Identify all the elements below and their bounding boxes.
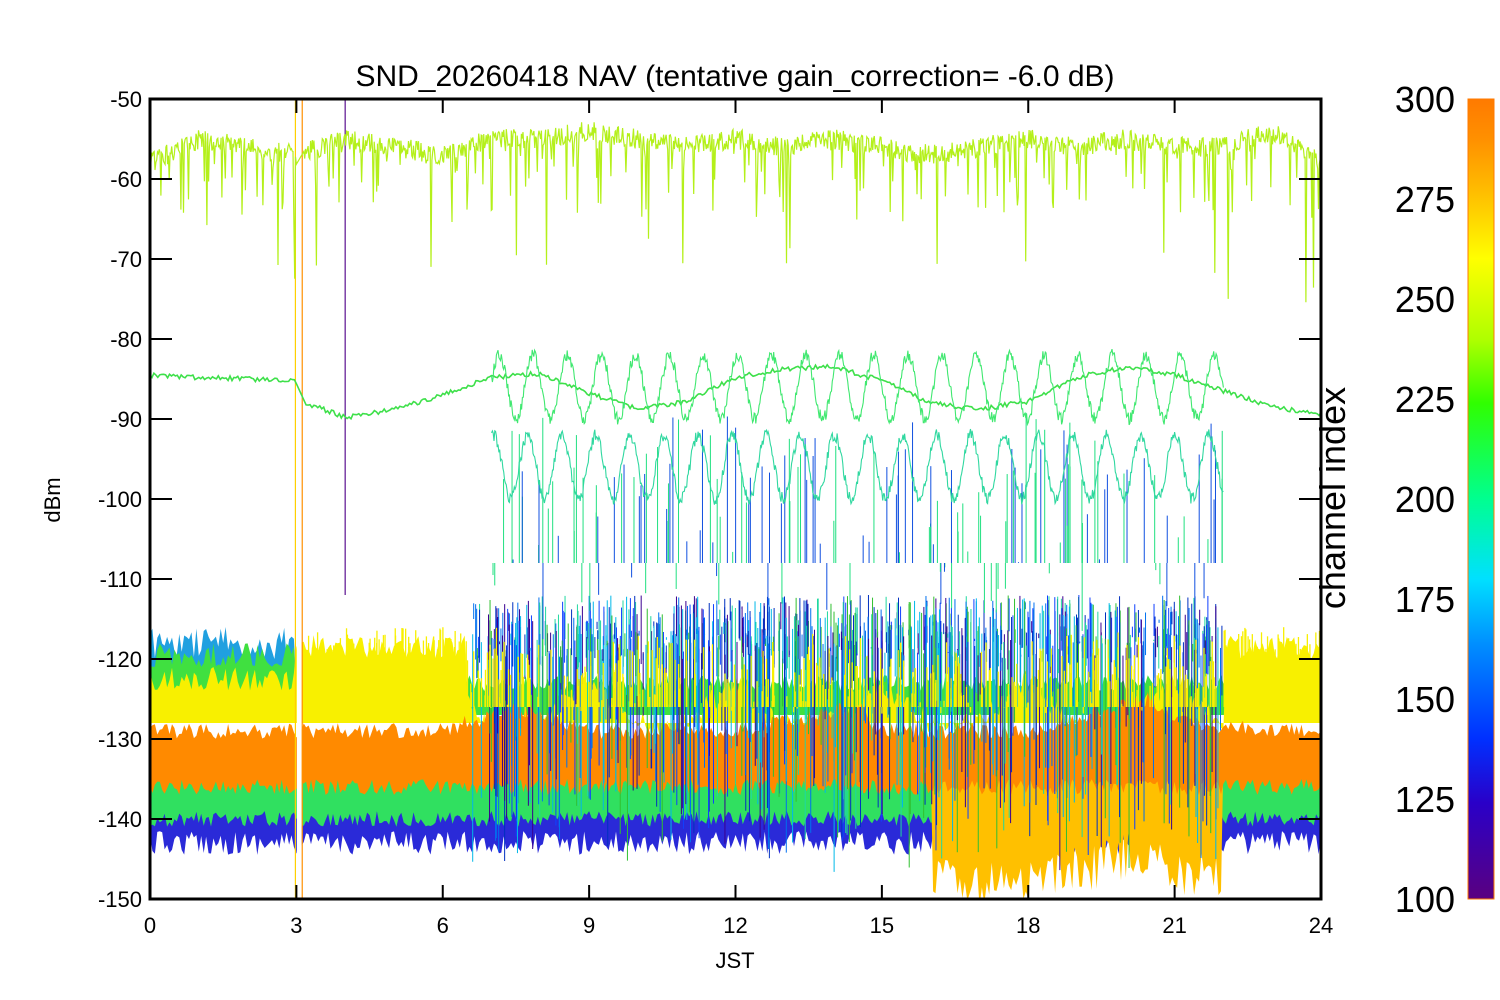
y-tick-label: -90 <box>110 407 142 432</box>
y-tick-label: -150 <box>98 887 142 912</box>
plot-area <box>150 99 1321 899</box>
x-tick-label: 6 <box>437 913 449 938</box>
x-axis-label: JST <box>715 948 754 973</box>
series-line-oscillating <box>490 348 1224 427</box>
colorbar-tick-label: 150 <box>1395 679 1455 720</box>
x-tick-label: 18 <box>1016 913 1040 938</box>
series-line-middle <box>150 363 1321 421</box>
colorbar-tick-label: 275 <box>1395 179 1455 220</box>
colorbar: 300 275 250 225 200 175 150 125 100 channel inde… <box>1312 79 1495 920</box>
colorbar-tick-label: 300 <box>1395 79 1455 120</box>
x-tick-label: 24 <box>1309 913 1333 938</box>
colorbar-tick-label: 225 <box>1395 379 1455 420</box>
colorbar-tick-label: 175 <box>1395 579 1455 620</box>
x-tick-label: 12 <box>723 913 747 938</box>
x-tick-label: 3 <box>290 913 302 938</box>
chart-title: SND_20260418 NAV (tentative gain_correct… <box>355 60 1114 93</box>
y-tick-label: -60 <box>110 167 142 192</box>
colorbar-tick-label: 100 <box>1395 879 1455 920</box>
y-tick-label: -50 <box>110 87 142 112</box>
colorbar-gradient <box>1467 98 1495 900</box>
y-axis-label: dBm <box>40 477 65 522</box>
y-tick-label: -130 <box>98 727 142 752</box>
colorbar-label: channel index <box>1312 387 1353 609</box>
colorbar-ticks: 300 275 250 225 200 175 150 125 100 <box>1395 79 1455 920</box>
spectrum-band-layer <box>150 99 1321 899</box>
colorbar-tick-label: 125 <box>1395 779 1455 820</box>
x-tick-label: 9 <box>583 913 595 938</box>
y-tick-label: -80 <box>110 327 142 352</box>
activity-spikes <box>307 412 1321 872</box>
y-tick-label: -140 <box>98 807 142 832</box>
colorbar-tick-label: 200 <box>1395 479 1455 520</box>
series-line-upper <box>150 122 1321 303</box>
x-tick-label: 15 <box>870 913 894 938</box>
x-tick-label: 21 <box>1162 913 1186 938</box>
y-tick-label: -120 <box>98 647 142 672</box>
y-tick-label: -110 <box>100 567 142 592</box>
x-tick-label: 0 <box>144 913 156 938</box>
y-tick-label: -70 <box>110 247 142 272</box>
colorbar-tick-label: 250 <box>1395 279 1455 320</box>
series-layer <box>150 122 1321 506</box>
gap-fill <box>296 99 302 899</box>
axes: 0 3 6 9 12 15 18 21 24 -50 -60 -70 -80 -90 -100 -110 -12… <box>98 87 1333 938</box>
y-tick-label: -100 <box>98 487 142 512</box>
series-line-oscillating <box>491 428 1224 506</box>
